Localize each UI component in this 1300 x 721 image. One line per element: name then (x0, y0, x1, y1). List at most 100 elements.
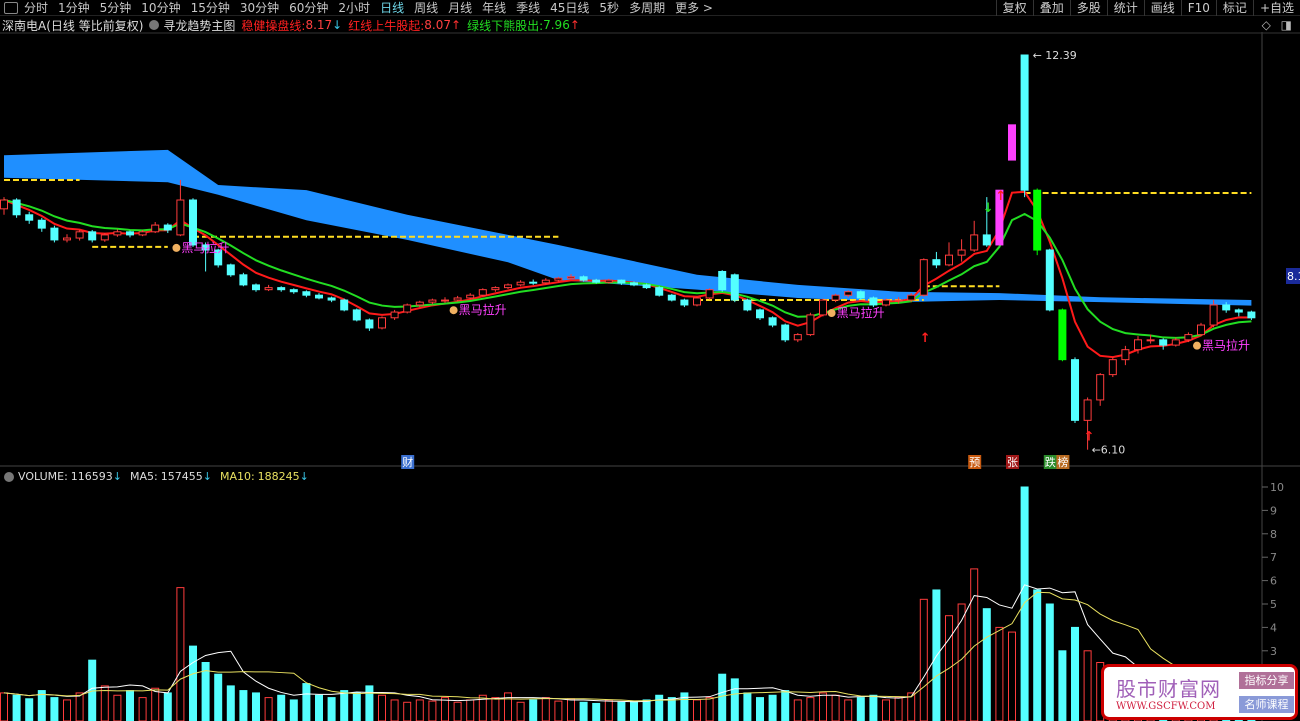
toolbar-button[interactable]: 标记 (1215, 0, 1253, 16)
candle-body (126, 231, 134, 236)
volume-bar (995, 626, 1004, 721)
volume-tick-label: 4 (1270, 621, 1277, 634)
candle-body (630, 282, 638, 286)
panel-toggle-icon[interactable]: ◨ (1280, 18, 1292, 32)
toolbar-button[interactable]: 画线 (1143, 0, 1181, 16)
volume-bar (264, 697, 273, 721)
candle (1159, 338, 1168, 350)
period-tab[interactable]: 月线 (448, 1, 473, 15)
candle (1008, 124, 1016, 161)
candle (415, 300, 424, 308)
line1-value: 8.17 (305, 18, 333, 32)
toolbar-button[interactable]: +自选 (1252, 0, 1300, 16)
volume-arrow: ↓ (112, 470, 122, 483)
volume-bar (12, 694, 21, 721)
candle (718, 270, 727, 292)
toolbar-button[interactable]: F10 (1180, 0, 1216, 16)
toolbar-button[interactable]: 叠加 (1032, 0, 1070, 16)
candle-body (1209, 304, 1218, 326)
volume-bar (642, 699, 651, 721)
volume-bar (919, 598, 928, 721)
candle (604, 278, 613, 284)
menu-icon[interactable] (4, 1, 18, 14)
candle (806, 312, 815, 337)
volume-bar (655, 694, 664, 721)
candle-body (907, 294, 916, 301)
candle (831, 293, 840, 303)
indicator-name[interactable]: 寻龙趋势主图 (163, 18, 236, 33)
candle (516, 280, 525, 287)
volume-bar (970, 568, 979, 721)
candle-body (793, 334, 802, 341)
candle-body (239, 274, 248, 286)
candle (365, 318, 374, 331)
annotation-label: 黑马拉升 (837, 305, 885, 320)
volume-bar (428, 700, 437, 721)
candle (1146, 334, 1155, 344)
candle-body (441, 299, 449, 302)
volume-bar (529, 699, 538, 721)
ma5-arrow: ↓ (202, 470, 212, 483)
volume-bar (882, 699, 890, 721)
period-tab[interactable]: 更多 > (675, 1, 713, 15)
candle (1020, 54, 1029, 198)
candle (239, 272, 248, 287)
volume-tick-label: 9 (1270, 504, 1277, 517)
volume-bar (567, 698, 575, 721)
period-tab[interactable]: 1分钟 (58, 1, 90, 15)
line2-value: 8.07 (424, 18, 451, 32)
candle (75, 229, 84, 241)
toolbar-button[interactable]: 统计 (1106, 0, 1144, 16)
period-tab[interactable]: 季线 (516, 1, 541, 15)
stock-title: 深南电A(日线 等比前复权) (2, 18, 144, 33)
annotation-label: 黑马拉升 (181, 240, 229, 255)
event-tag-label: 张 (1007, 456, 1018, 469)
candle-body (995, 189, 1004, 246)
period-tab[interactable]: 15分钟 (190, 1, 230, 15)
candle (189, 198, 197, 247)
candle-body (365, 319, 374, 329)
candle-body (579, 276, 588, 281)
candle-body (642, 284, 651, 289)
candle-body (932, 259, 941, 266)
candle-body (1020, 54, 1029, 191)
candle (1083, 397, 1092, 450)
toolbar-button[interactable]: 多股 (1069, 0, 1107, 16)
volume-bar (390, 699, 399, 721)
period-tab[interactable]: 周线 (414, 1, 439, 15)
candle (743, 298, 752, 312)
period-tab[interactable]: 10分钟 (141, 1, 181, 15)
period-tab[interactable]: 日线 (380, 1, 405, 15)
candle (642, 283, 651, 289)
candle (1171, 337, 1180, 347)
period-tab[interactable]: 60分钟 (289, 1, 329, 15)
period-tab[interactable]: 5秒 (599, 1, 620, 15)
candle-body (1171, 339, 1180, 346)
toolbar-button[interactable]: 复权 (995, 0, 1033, 16)
candle-body (1146, 339, 1155, 342)
volume-info: VOLUME: 116593 ↓ MA5: 157455 ↓ MA10: 188… (4, 470, 317, 483)
period-tab[interactable]: 年线 (482, 1, 507, 15)
period-tab[interactable]: 多周期 (629, 1, 666, 15)
period-tab[interactable]: 5分钟 (99, 1, 132, 15)
period-tab[interactable]: 分时 (24, 1, 49, 15)
volume-bar (1071, 626, 1079, 721)
indicator-dropdown-icon[interactable] (149, 20, 160, 30)
period-tab[interactable]: 2小时 (338, 1, 371, 15)
candle-body (781, 324, 790, 341)
candle (226, 263, 235, 277)
volume-bar (819, 692, 827, 721)
diamond-icon[interactable]: ◇ (1261, 18, 1271, 32)
candle (932, 251, 941, 269)
volume-bar (1083, 650, 1092, 721)
candle-body (693, 297, 701, 306)
period-tab[interactable]: 45日线 (550, 1, 590, 15)
ma10-value: 188245 (257, 470, 300, 483)
candle-body (567, 276, 575, 279)
volume-bar (151, 687, 160, 721)
volume-dropdown-icon[interactable] (4, 471, 14, 482)
candle (1071, 357, 1079, 423)
candle (768, 316, 777, 328)
period-tab[interactable]: 30分钟 (239, 1, 280, 15)
